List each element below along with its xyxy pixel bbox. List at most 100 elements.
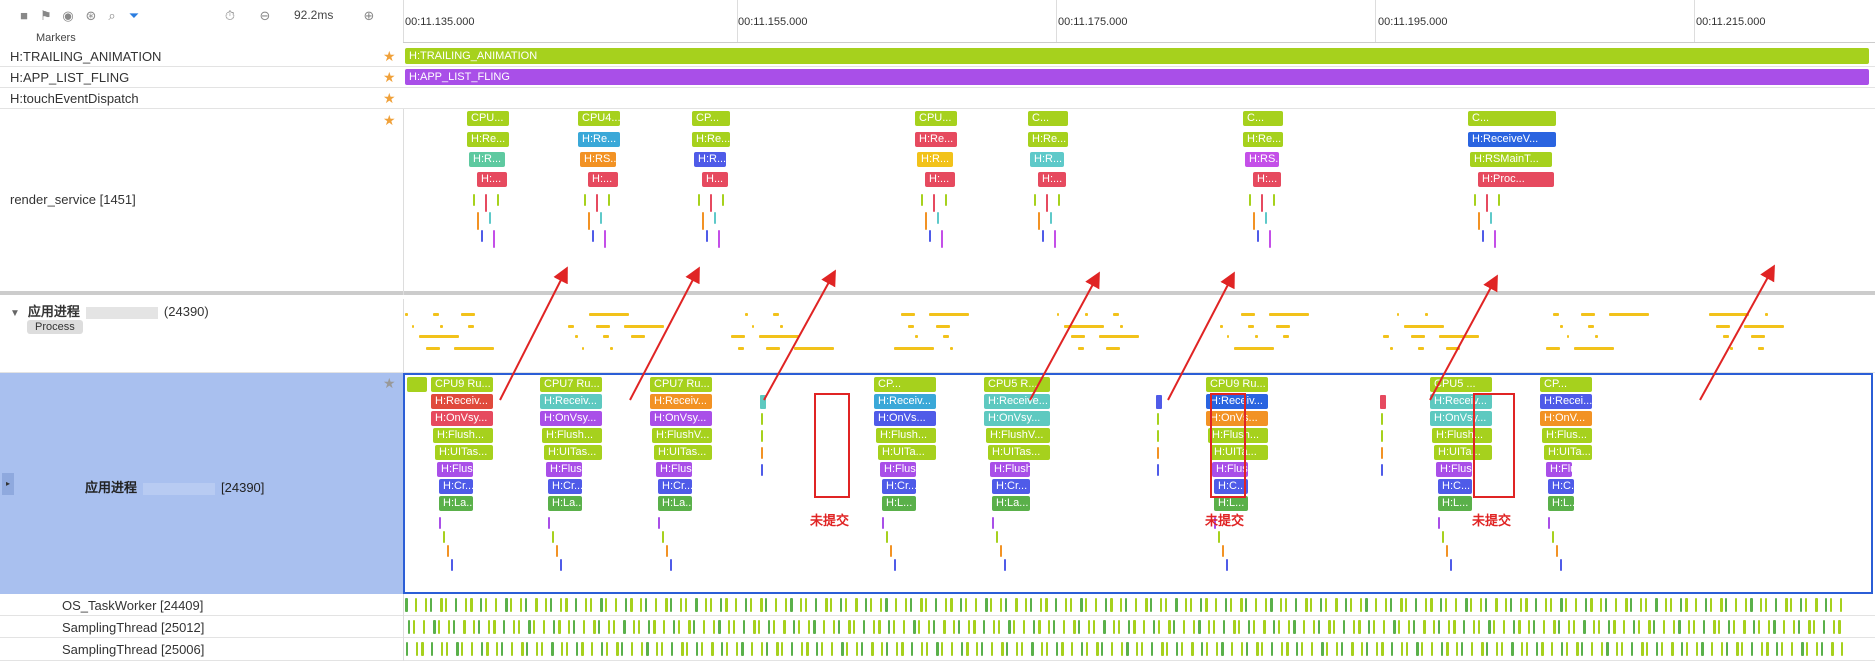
process-slice[interactable] [440,325,443,328]
activity-tick[interactable] [686,642,688,656]
activity-tick[interactable] [1141,642,1143,656]
activity-tick[interactable] [1248,620,1250,634]
activity-tick[interactable] [456,642,459,656]
activity-tick[interactable] [1728,620,1730,634]
process-slice[interactable] [1602,347,1604,350]
mini-slice[interactable] [894,559,896,571]
activity-tick[interactable] [1270,598,1273,612]
activity-tick[interactable] [1713,620,1716,634]
activity-tick[interactable] [1023,620,1025,634]
activity-tick[interactable] [1766,642,1769,656]
mini-slice[interactable] [1157,447,1159,459]
activity-tick[interactable] [1313,620,1315,634]
activity-tick[interactable] [1031,642,1034,656]
activity-tick[interactable] [733,620,735,634]
app-slice-r4[interactable]: H:UITa... [1544,445,1592,460]
activity-tick[interactable] [1465,598,1468,612]
sampling-thread-row-1[interactable]: SamplingThread [25012] [0,616,1875,638]
activity-tick[interactable] [1613,620,1616,634]
activity-tick[interactable] [1785,598,1788,612]
activity-tick[interactable] [1521,642,1523,656]
mini-slice[interactable] [1226,559,1228,571]
activity-tick[interactable] [1185,598,1187,612]
activity-tick[interactable] [533,620,535,634]
process-slice[interactable] [1418,347,1424,350]
activity-tick[interactable] [833,620,835,634]
mini-slice[interactable] [761,413,763,425]
activity-tick[interactable] [1240,598,1243,612]
activity-tick[interactable] [775,598,777,612]
activity-tick[interactable] [1245,598,1247,612]
process-slice[interactable] [1709,313,1749,316]
activity-tick[interactable] [848,620,851,634]
app-slice-r6[interactable]: H:C... [1548,479,1574,494]
activity-tick[interactable] [1841,642,1843,656]
activity-tick[interactable] [983,620,985,634]
mini-slice[interactable] [670,559,672,571]
activity-tick[interactable] [553,620,555,634]
timer-icon[interactable]: ⏱ [224,8,236,23]
mini-slice[interactable] [1214,517,1216,529]
navigation-icon[interactable]: ◉ [62,8,74,23]
activity-tick[interactable] [1821,642,1823,656]
app-slice-r4[interactable]: H:UITas... [988,445,1050,460]
app-cpu-slice[interactable] [407,377,427,392]
activity-tick[interactable] [1566,642,1568,656]
mini-slice[interactable] [761,430,763,442]
app-slice-r1[interactable]: H:Receiv... [874,394,936,409]
activity-tick[interactable] [1256,642,1259,656]
cpu-slice[interactable]: CP... [692,111,730,126]
rs-main-slice[interactable]: H:R... [917,152,953,167]
activity-tick[interactable] [1645,598,1647,612]
activity-tick[interactable] [911,642,913,656]
activity-tick[interactable] [801,642,803,656]
link-icon[interactable]: ⊛ [85,8,97,23]
activity-tick[interactable] [1686,642,1688,656]
mini-slice[interactable] [1042,230,1044,242]
activity-tick[interactable] [1801,642,1804,656]
mini-slice[interactable] [608,194,610,206]
activity-tick[interactable] [960,598,962,612]
activity-tick[interactable] [901,642,904,656]
activity-tick[interactable] [1013,620,1015,634]
activity-tick[interactable] [1655,598,1658,612]
activity-tick[interactable] [1601,642,1603,656]
activity-tick[interactable] [433,620,436,634]
activity-tick[interactable] [856,642,858,656]
activity-tick[interactable] [936,642,939,656]
activity-tick[interactable] [878,620,881,634]
app-slice-r4[interactable]: H:UITas... [435,445,493,460]
activity-tick[interactable] [1168,620,1171,634]
process-slice[interactable] [1432,325,1434,328]
activity-tick[interactable] [1241,642,1243,656]
activity-tick[interactable] [1761,642,1763,656]
app-slice-r7[interactable]: H:L... [1438,496,1472,511]
activity-tick[interactable] [585,598,587,612]
activity-tick[interactable] [1653,620,1655,634]
activity-tick[interactable] [1153,620,1155,634]
activity-tick[interactable] [1528,620,1530,634]
activity-tick[interactable] [725,598,728,612]
process-slice[interactable] [603,335,609,338]
mini-slice[interactable] [1474,194,1476,206]
activity-tick[interactable] [593,620,596,634]
activity-tick[interactable] [1073,620,1076,634]
activity-tick[interactable] [485,598,487,612]
activity-tick[interactable] [1381,642,1384,656]
rs-main-slice[interactable]: H:R... [1030,152,1064,167]
activity-tick[interactable] [1263,620,1266,634]
star-icon[interactable]: ★ [383,69,396,85]
activity-tick[interactable] [985,598,988,612]
star-icon[interactable]: ★ [383,375,396,391]
activity-tick[interactable] [1568,620,1570,634]
mini-slice[interactable] [439,517,441,529]
mini-slice[interactable] [1273,194,1275,206]
activity-tick[interactable] [448,620,450,634]
process-slice[interactable] [1085,313,1088,316]
activity-tick[interactable] [591,642,593,656]
activity-tick[interactable] [621,642,623,656]
process-slice[interactable] [1574,347,1614,350]
activity-tick[interactable] [1405,598,1407,612]
process-slice[interactable] [780,325,783,328]
activity-tick[interactable] [1776,642,1778,656]
